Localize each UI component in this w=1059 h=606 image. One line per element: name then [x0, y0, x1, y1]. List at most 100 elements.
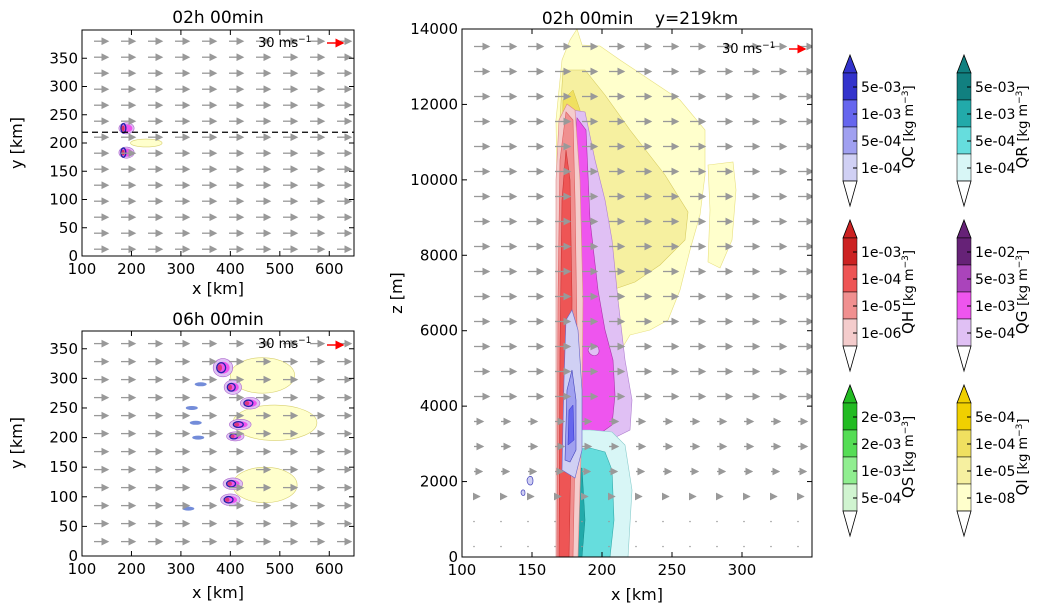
colorbar-label: QC [kg m−3] [899, 85, 917, 168]
colorbar-tick-label: 1e-05 [975, 464, 1015, 480]
colorbar-label: QR [kg m−3] [1013, 85, 1031, 168]
colorbar-tick-label: 2e-03 [861, 410, 901, 426]
colorbar-unit-exp: −3 [1015, 91, 1025, 104]
x-tick-label: 300 [167, 260, 196, 278]
x-tick-label: 100 [68, 560, 97, 578]
y-tick-label: 50 [59, 517, 78, 535]
panel-bottom-left: 06h 00min 100 200 300 400 500 600 0 50 100 150 200… [7, 310, 355, 602]
y-tick-label: 150 [49, 458, 78, 476]
colorbar-extend-min [842, 180, 858, 208]
colorbar-tick-label: 1e-03 [861, 107, 901, 123]
svg-text:30 ms−1: 30 ms−1 [258, 35, 311, 51]
wind-dot [608, 545, 610, 548]
ref-label: 30 ms [722, 42, 762, 57]
colorbar-tick-label: 1e-03 [975, 299, 1015, 315]
colorbar-unit-close: ] [902, 85, 917, 90]
wind-arrows [94, 37, 353, 254]
panel-title: 02h 00min y=219km [542, 9, 738, 29]
ref-exponent: −1 [298, 336, 311, 346]
colorbar-unit: [kg m [1016, 437, 1031, 475]
hail-core [121, 125, 125, 132]
wind-dot [689, 545, 691, 548]
y-tick-label: 10000 [410, 171, 458, 189]
y-tick-label: 0 [68, 247, 78, 265]
colorbar-tick-label: 5e-04 [975, 410, 1015, 426]
colorbar-extend-min [956, 510, 972, 538]
svg-text:30 ms−1: 30 ms−1 [722, 41, 775, 57]
y-tick-label: 6000 [420, 322, 458, 340]
x-tick-label: 200 [117, 560, 146, 578]
panel-cross-section: 02h 00min y=219km [387, 9, 813, 604]
colorbar-var: QR [1013, 142, 1031, 169]
colorbar-unit: [kg m [902, 104, 917, 142]
y-tick-label: 100 [49, 191, 78, 209]
y-tick-label: 350 [49, 49, 78, 67]
plot-frame [81, 29, 355, 257]
x-tick-label: 300 [167, 560, 196, 578]
y-tick-label: 200 [49, 134, 78, 152]
colorbar-extend-max [842, 383, 858, 404]
x-tick-label: 250 [658, 561, 687, 579]
panel-title: 06h 00min [172, 310, 264, 330]
colorbar-tick-label: 5e-04 [975, 134, 1015, 150]
wind-dot [473, 545, 475, 548]
ref-exponent: −1 [298, 35, 311, 45]
svg-text:30 ms−1: 30 ms−1 [258, 336, 311, 352]
hail-core [244, 401, 250, 406]
wind-dot [770, 520, 772, 523]
colorbar-tick-label: 1e-04 [861, 161, 901, 177]
colorbar-tick-label: 1e-02 [975, 245, 1015, 261]
colorbar-extend-max [956, 218, 972, 239]
colorbar-var: QI [1013, 475, 1031, 496]
colorbar-unit-exp: −3 [901, 255, 911, 268]
y-tick-label: 0 [448, 548, 458, 566]
colorbar-var: QS [899, 472, 917, 498]
colorbar-unit: [kg m [902, 434, 917, 472]
wind-dot [635, 520, 637, 523]
qi-level-1-detached [707, 161, 737, 269]
wind-dot [797, 520, 799, 523]
colorbar-unit: [kg m [1016, 268, 1031, 306]
colorbar-extend-max [842, 53, 858, 74]
cloud-edge [243, 399, 254, 408]
wind-dot [662, 545, 664, 548]
colorbar-unit: [kg m [1016, 104, 1031, 142]
cloud-speck [182, 506, 195, 511]
x-tick-label: 400 [216, 260, 245, 278]
wind-dot [500, 545, 502, 548]
wind-dot [716, 545, 718, 548]
colorbar-tick-label: 5e-03 [975, 272, 1015, 288]
colorbar-tick-label: 1e-04 [975, 161, 1015, 177]
y-tick-label: 350 [49, 340, 78, 358]
colorbar-tick-label: 1e-03 [861, 245, 901, 261]
wind-dot [500, 520, 502, 523]
colorbar-extend-min [842, 510, 858, 538]
hail-core [225, 497, 230, 502]
panel-top-left: 02h 00min 100 200 300 400 500 600 0 50 100 150 200… [7, 8, 355, 298]
wind-dot [554, 545, 556, 548]
wind-dot [689, 520, 691, 523]
colorbar-tick-label: 5e-04 [861, 134, 901, 150]
colorbar-unit-close: ] [1016, 418, 1031, 423]
wind-dot [770, 545, 772, 548]
wind-dot [716, 520, 718, 523]
colorbar-unit-exp: −3 [1015, 424, 1025, 437]
y-tick-label: 250 [49, 399, 78, 417]
y-tick-label: 12000 [410, 95, 458, 113]
y-tick-label: 4000 [420, 397, 458, 415]
x-tick-label: 150 [518, 561, 547, 579]
wind-dot [581, 545, 583, 548]
cloud-speck [192, 435, 205, 440]
colorbar-tick-label: 1e-04 [861, 272, 901, 288]
colorbar-label: QH [kg m−3] [899, 250, 917, 334]
hail-core [217, 364, 223, 372]
wind-dot [797, 545, 799, 548]
colorbar-tick-label: 1e-03 [975, 107, 1015, 123]
panel-title: 02h 00min [172, 8, 264, 28]
colorbar-unit-close: ] [902, 250, 917, 255]
x-tick-label: 600 [315, 560, 344, 578]
cloud-edge [216, 362, 227, 374]
